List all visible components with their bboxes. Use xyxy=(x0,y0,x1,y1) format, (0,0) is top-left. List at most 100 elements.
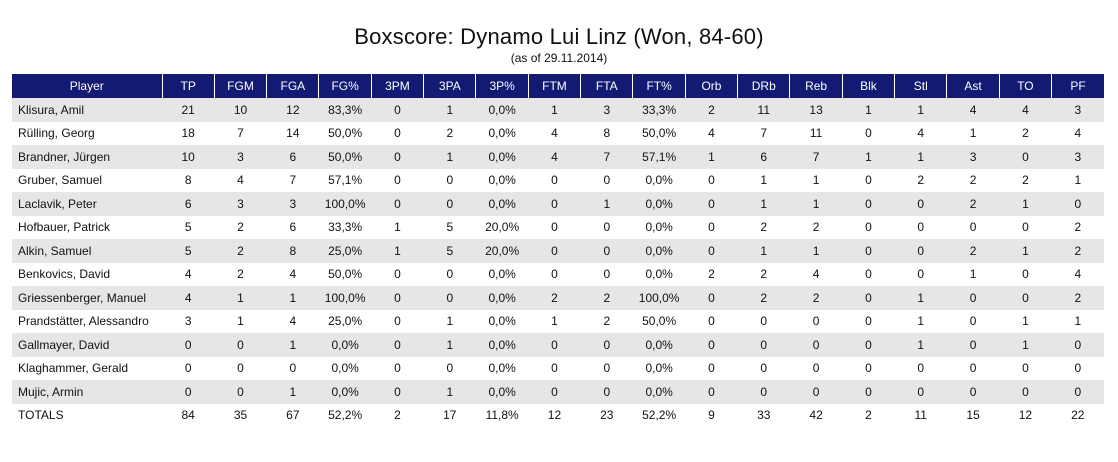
player-name-cell: Benkovics, David xyxy=(12,262,162,286)
column-header-to: TO xyxy=(998,74,1052,98)
player-name-cell: Prandstätter, Alessandro xyxy=(12,309,162,333)
stat-cell: 0 xyxy=(423,192,476,216)
stat-cell: 0 xyxy=(737,356,790,380)
table-header-row: Player TP FGM FGA FG% 3PM 3PA 3P% FTM FTA FT% Orb DR… xyxy=(12,74,1104,98)
table-row: Klaghammer, Gerald 0 0 0 0,0% 0 0 0,0% 0 0 0,0% 0 0 0… xyxy=(12,356,1104,380)
player-name-cell: Gruber, Samuel xyxy=(12,168,162,192)
stat-cell: 0 xyxy=(528,380,581,404)
stat-cell: 2 xyxy=(580,286,633,310)
table-row: Benkovics, David 4 2 4 50,0% 0 0 0,0% 0 0 0,0% 2 2 4 0… xyxy=(12,262,1104,286)
stat-cell: 0 xyxy=(842,239,895,263)
table-row: Mujic, Armin 0 0 1 0,0% 0 1 0,0% 0 0 0,0% 0 0 0 0 0 0 0 0 xyxy=(12,380,1104,404)
player-name-cell: Klaghammer, Gerald xyxy=(12,356,162,380)
stat-cell: 3 xyxy=(266,192,319,216)
stat-cell: 20,0% xyxy=(475,239,529,263)
stat-cell: 1 xyxy=(371,239,424,263)
stat-cell: 1 xyxy=(737,168,790,192)
stat-cell: 1 xyxy=(737,192,790,216)
column-header-3pa: 3PA xyxy=(423,74,476,98)
stat-cell: 0,0% xyxy=(475,121,529,145)
stat-cell: 0 xyxy=(789,309,843,333)
stat-cell: 5 xyxy=(423,239,476,263)
totals-cell: 11,8% xyxy=(475,403,529,427)
stat-cell: 1 xyxy=(685,145,738,169)
stat-cell: 0 xyxy=(528,333,581,357)
totals-cell: 11 xyxy=(894,403,947,427)
stat-cell: 2 xyxy=(1051,286,1104,310)
stat-cell: 0,0% xyxy=(632,262,686,286)
totals-cell: 52,2% xyxy=(632,403,686,427)
stat-cell: 1 xyxy=(214,286,267,310)
stat-cell: 1 xyxy=(842,98,895,122)
stat-cell: 2 xyxy=(737,262,790,286)
stat-cell: 4 xyxy=(1051,262,1104,286)
stat-cell: 0 xyxy=(1051,380,1104,404)
player-name-cell: Laclavik, Peter xyxy=(12,192,162,216)
stat-cell: 0 xyxy=(371,356,424,380)
column-header-ast: Ast xyxy=(946,74,1000,98)
stat-cell: 0 xyxy=(580,262,633,286)
stat-cell: 0 xyxy=(842,168,895,192)
stat-cell: 8 xyxy=(266,239,319,263)
stat-cell: 1 xyxy=(423,309,476,333)
stat-cell: 1 xyxy=(894,333,947,357)
player-name-cell: Klisura, Amil xyxy=(12,98,162,122)
stat-cell: 3 xyxy=(214,145,267,169)
stat-cell: 0,0% xyxy=(632,192,686,216)
player-name-cell: Brandner, Jürgen xyxy=(12,145,162,169)
stat-cell: 50,0% xyxy=(318,145,372,169)
stat-cell: 1 xyxy=(894,286,947,310)
stat-cell: 0 xyxy=(528,239,581,263)
stat-cell: 11 xyxy=(737,98,790,122)
table-row: Alkin, Samuel 5 2 8 25,0% 1 5 20,0% 0 0 0,0% 0 1 1 0 0 2… xyxy=(12,239,1104,263)
stat-cell: 2 xyxy=(214,239,267,263)
totals-cell: 52,2% xyxy=(318,403,372,427)
totals-cell: 9 xyxy=(685,403,738,427)
stat-cell: 2 xyxy=(737,215,790,239)
stat-cell: 0 xyxy=(842,309,895,333)
totals-cell: 33 xyxy=(737,403,790,427)
stat-cell: 0 xyxy=(946,333,1000,357)
stat-cell: 0 xyxy=(1051,356,1104,380)
column-header-tp: TP xyxy=(161,74,215,98)
stat-cell: 0 xyxy=(999,262,1052,286)
stat-cell: 0 xyxy=(214,333,267,357)
stat-cell: 4 xyxy=(266,262,319,286)
stat-cell: 2 xyxy=(685,98,738,122)
stat-cell: 12 xyxy=(266,98,319,122)
stat-cell: 4 xyxy=(162,286,215,310)
stat-cell: 0 xyxy=(842,356,895,380)
stat-cell: 100,0% xyxy=(632,286,686,310)
stat-cell: 1 xyxy=(528,98,581,122)
stat-cell: 1 xyxy=(266,333,319,357)
stat-cell: 0 xyxy=(528,262,581,286)
stat-cell: 0 xyxy=(894,380,947,404)
stat-cell: 4 xyxy=(214,168,267,192)
stat-cell: 0 xyxy=(685,333,738,357)
stat-cell: 0 xyxy=(999,215,1052,239)
stat-cell: 1 xyxy=(894,309,947,333)
stat-cell: 0 xyxy=(580,333,633,357)
stat-cell: 4 xyxy=(946,98,1000,122)
stat-cell: 0 xyxy=(685,239,738,263)
stat-cell: 2 xyxy=(737,286,790,310)
stat-cell: 4 xyxy=(685,121,738,145)
stat-cell: 7 xyxy=(266,168,319,192)
stat-cell: 0 xyxy=(580,356,633,380)
column-header-fga: FGA xyxy=(266,74,319,98)
stat-cell: 2 xyxy=(1051,239,1104,263)
table-row: Laclavik, Peter 6 3 3 100,0% 0 0 0,0% 0 1 0,0% 0 1 1 0… xyxy=(12,192,1104,216)
stat-cell: 0 xyxy=(371,168,424,192)
stat-cell: 33,3% xyxy=(632,98,686,122)
stat-cell: 0 xyxy=(371,192,424,216)
column-header-drb: DRb xyxy=(737,74,790,98)
stat-cell: 0 xyxy=(842,192,895,216)
totals-row: TOTALS 84 35 67 52,2% 2 17 11,8% 12 23 52,2% 9 33 42 2… xyxy=(12,403,1104,427)
stat-cell: 0 xyxy=(528,168,581,192)
stat-cell: 0,0% xyxy=(475,168,529,192)
stat-cell: 1 xyxy=(999,333,1052,357)
table-row: Gallmayer, David 0 0 1 0,0% 0 1 0,0% 0 0 0,0% 0 0 0 0 1… xyxy=(12,333,1104,357)
stat-cell: 0 xyxy=(685,168,738,192)
totals-cell: 12 xyxy=(528,403,581,427)
stat-cell: 0,0% xyxy=(632,239,686,263)
